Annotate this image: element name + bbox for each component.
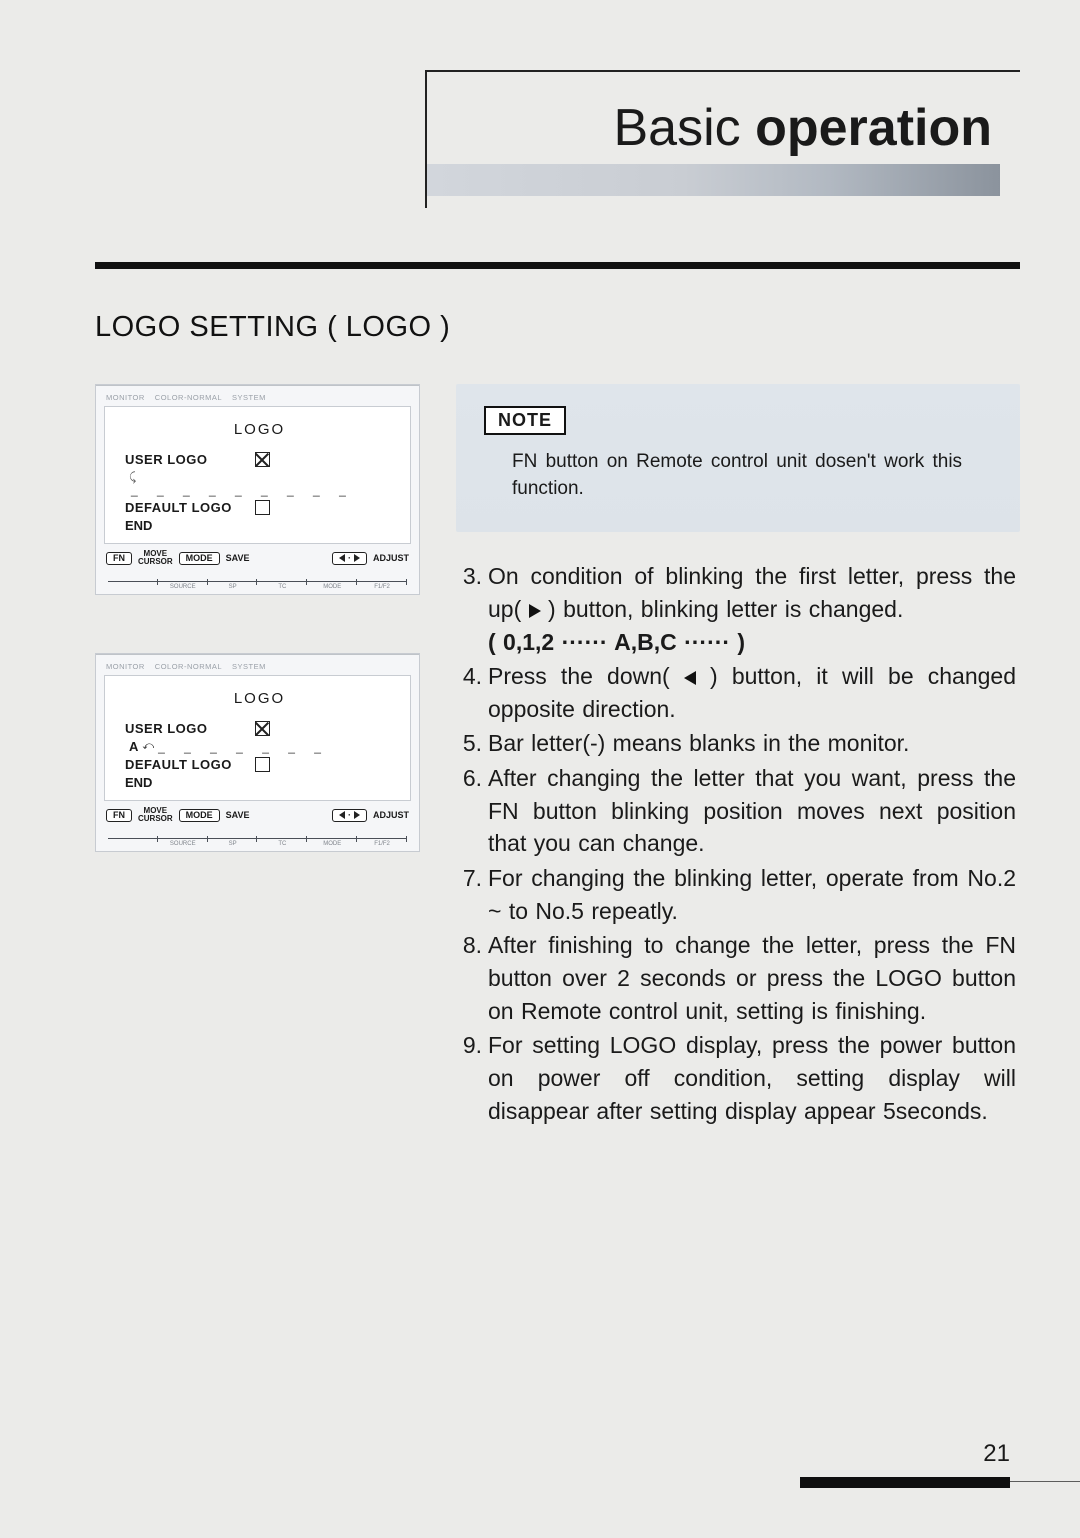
instruction-steps: 3. On condition of blinking the first le… — [456, 560, 1020, 1127]
adjust-label: ADJUST — [373, 553, 409, 563]
fn-key[interactable]: FN — [106, 552, 132, 565]
user-logo-label: USER LOGO — [125, 452, 255, 467]
mini-scale: SOURCE SP TC MODE F1/F2 — [108, 580, 407, 590]
left-arrow-icon — [684, 671, 696, 685]
end-label: END — [125, 518, 394, 533]
fn-key-2[interactable]: FN — [106, 809, 132, 822]
panel-title: LOGO — [125, 421, 394, 438]
logo-text-slots: _ _ _ _ _ _ _ _ _ — [131, 483, 394, 497]
panel-tiny-header: MONITOR COLOR-NORMAL SYSTEM — [104, 393, 411, 402]
section-title: LOGO SETTING ( LOGO ) — [95, 311, 1020, 344]
step-7: 7. For changing the blinking letter, ope… — [456, 862, 1016, 927]
title-bold: operation — [755, 99, 992, 157]
step-8: 8. After finishing to change the letter,… — [456, 929, 1016, 1027]
section-rule — [95, 262, 1020, 269]
user-logo-label-2: USER LOGO — [125, 721, 255, 736]
mini-scale-2: SOURCE SP TC MODE F1/F2 — [108, 837, 407, 847]
move-cursor-label: MOVE CURSOR — [138, 550, 173, 566]
logo-panel-1: MONITOR COLOR-NORMAL SYSTEM LOGO USER LO… — [95, 384, 420, 595]
end-label-2: END — [125, 775, 394, 790]
note-label: NOTE — [484, 406, 566, 435]
tiny-h-2: SYSTEM — [232, 393, 266, 402]
checkbox-user-logo[interactable] — [255, 452, 270, 467]
adjust-arrows[interactable]: · — [332, 552, 367, 565]
step-4: 4. Press the down( ) button, it will be … — [456, 660, 1016, 725]
title-plain: Basic — [613, 99, 755, 157]
note-box: NOTE FN button on Remote control unit do… — [456, 384, 1020, 532]
note-text: FN button on Remote control unit dosen't… — [484, 449, 994, 502]
step-3: 3. On condition of blinking the first le… — [456, 560, 1016, 658]
checkbox-default-logo-2[interactable] — [255, 757, 270, 772]
panel-footer: FN MOVE CURSOR MODE SAVE · ADJUST — [104, 544, 411, 568]
entered-letter: A — [129, 739, 138, 754]
checkbox-user-logo-2[interactable] — [255, 721, 270, 736]
mode-key[interactable]: MODE — [179, 552, 220, 565]
page-number: 21 — [0, 1440, 1010, 1468]
logo-text-slots-2: _ _ _ _ _ _ _ — [158, 740, 329, 754]
page-header: Basic operation — [425, 70, 1020, 208]
right-arrow-icon — [529, 604, 541, 618]
step-3b: ) button, blinking letter is changed. — [548, 596, 903, 622]
mode-key-2[interactable]: MODE — [179, 809, 220, 822]
step-9: 9. For setting LOGO display, press the p… — [456, 1029, 1016, 1127]
checkbox-default-logo[interactable] — [255, 500, 270, 515]
page-title: Basic operation — [427, 98, 1000, 158]
tiny-h-0: MONITOR — [106, 393, 145, 402]
tiny-h-1: COLOR-NORMAL — [155, 393, 222, 402]
adjust-arrows-2[interactable]: · — [332, 809, 367, 822]
default-logo-label: DEFAULT LOGO — [125, 500, 255, 515]
step-6: 6. After changing the letter that you wa… — [456, 762, 1016, 860]
step-3c: ( 0,1,2 ······ A,B,C ······ ) — [488, 629, 745, 655]
adjust-label-2: ADJUST — [373, 810, 409, 820]
save-label: SAVE — [226, 553, 250, 563]
caret-indicator: ⤺ — [142, 740, 154, 753]
page-footer-bar — [800, 1477, 1010, 1488]
header-shade — [427, 164, 1000, 196]
panel-footer-2: FN MOVE CURSOR MODE SAVE · ADJUST — [104, 801, 411, 825]
save-label-2: SAVE — [226, 810, 250, 820]
tiny2-h-0: MONITOR — [106, 662, 145, 671]
logo-panel-2: MONITOR COLOR-NORMAL SYSTEM LOGO USER LO… — [95, 653, 420, 852]
move-cursor-label-2: MOVE CURSOR — [138, 807, 173, 823]
tiny2-h-2: SYSTEM — [232, 662, 266, 671]
panel-title-2: LOGO — [125, 690, 394, 707]
step-5: 5. Bar letter(-) means blanks in the mon… — [456, 727, 1016, 760]
default-logo-label-2: DEFAULT LOGO — [125, 757, 255, 772]
tiny2-h-1: COLOR-NORMAL — [155, 662, 222, 671]
step-4a: Press the down( — [488, 663, 670, 689]
panel-tiny-header-2: MONITOR COLOR-NORMAL SYSTEM — [104, 662, 411, 671]
